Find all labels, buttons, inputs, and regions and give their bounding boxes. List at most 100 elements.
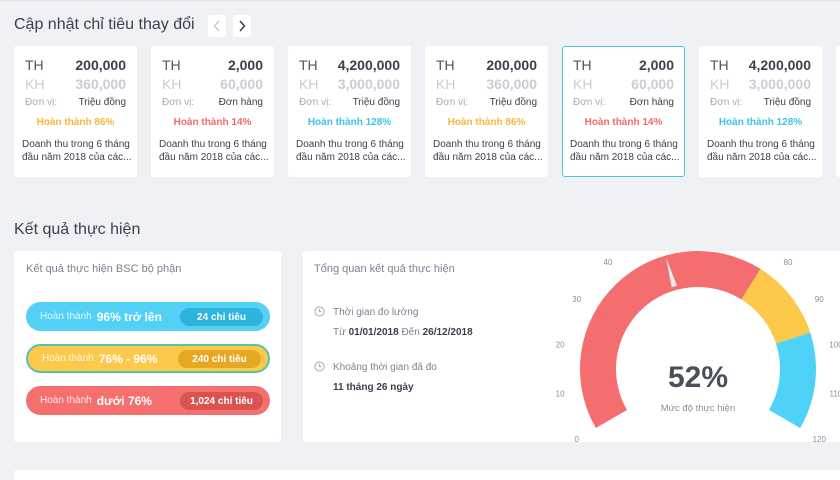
gauge-tick-label: 0 xyxy=(575,435,580,442)
kpi-plan-label: KH xyxy=(299,76,319,92)
gauge-tick-label: 90 xyxy=(815,295,824,304)
kpi-card[interactable]: TH 200,000 KH 360,000 Đơn vị: Triệu đồng… xyxy=(425,46,548,177)
to-prefix: Đến xyxy=(401,327,420,338)
next-button[interactable] xyxy=(233,15,251,37)
kpi-actual-value: 200,000 xyxy=(486,57,537,73)
pill-label: Hoàn thành xyxy=(40,395,92,406)
kpi-description: Doanh thu trong 6 tháng đầu năm 2018 của… xyxy=(433,139,543,163)
kpi-plan-row: KH 3,000,000 xyxy=(299,76,400,95)
measure-period-label: Thời gian đo lường xyxy=(333,307,419,318)
status-pill-medium[interactable]: Hoàn thành 76% - 96% 240 chỉ tiêu xyxy=(26,344,270,373)
kpi-actual-row: TH 2,000 xyxy=(162,57,263,76)
chevron-right-icon xyxy=(239,20,246,32)
kpi-unit-value: Triệu đồng xyxy=(763,97,811,108)
status-pill-high[interactable]: Hoàn thành 96% trở lên 24 chỉ tiêu xyxy=(26,302,270,331)
kpi-plan-label: KH xyxy=(710,76,730,92)
bsc-panel-title: Kết quả thực hiện BSC bộ phận xyxy=(26,263,182,275)
kpi-card-list: TH 200,000 KH 360,000 Đơn vị: Triệu đồng… xyxy=(14,46,840,178)
kpi-plan-value: 3,000,000 xyxy=(337,76,400,92)
pill-count-badge: 240 chỉ tiêu xyxy=(178,350,261,368)
kpi-unit-value: Triệu đồng xyxy=(489,97,537,108)
kpi-card[interactable]: TH 4,200,000 KH 3,000,000 Đơn vị: Triệu … xyxy=(288,46,411,177)
kpi-actual-label: TH xyxy=(162,57,181,73)
kpi-plan-label: KH xyxy=(573,76,593,92)
overview-panel: Tổng quan kết quả thực hiện Thời gian đo… xyxy=(303,251,840,442)
kpi-unit-row: Đơn vị: Triệu đồng xyxy=(299,97,400,113)
overview-panel-title: Tổng quan kết quả thực hiện xyxy=(314,263,455,275)
kpi-unit-label: Đơn vị: xyxy=(436,97,469,108)
prev-button[interactable] xyxy=(208,15,226,37)
kpi-unit-label: Đơn vị: xyxy=(299,97,332,108)
kpi-card[interactable]: TH 2,000 KH 60,000 Đơn vị: Đơn hàng Hoàn… xyxy=(151,46,274,177)
gauge-tick-label: 40 xyxy=(604,258,613,267)
bsc-results-panel: Kết quả thực hiện BSC bộ phận Hoàn thành… xyxy=(14,251,281,442)
kpi-plan-row: KH 3,000,000 xyxy=(710,76,811,95)
kpi-actual-label: TH xyxy=(25,57,44,73)
kpi-plan-value: 360,000 xyxy=(486,76,537,92)
kpi-actual-label: TH xyxy=(299,57,318,73)
from-date: 01/01/2018 xyxy=(348,327,399,338)
kpi-unit-row: Đơn vị: Triệu đồng xyxy=(436,97,537,113)
kpi-actual-row: TH 2,000 xyxy=(573,57,674,76)
gauge-needle xyxy=(666,259,678,288)
kpi-plan-row: KH 360,000 xyxy=(436,76,537,95)
kpi-plan-value: 60,000 xyxy=(631,76,674,92)
gauge-tick-label: 30 xyxy=(572,295,581,304)
kpi-actual-label: TH xyxy=(436,57,455,73)
kpi-description: Doanh thu trong 6 tháng đầu năm 2018 của… xyxy=(22,139,132,163)
from-prefix: Từ xyxy=(333,327,346,338)
kpi-actual-value: 2,000 xyxy=(227,57,263,73)
pill-range: 76% - 96% xyxy=(98,351,158,366)
gauge-value-text: 52% xyxy=(668,361,728,394)
kpi-status-text: Hoàn thành 86% xyxy=(36,117,115,128)
kpi-unit-row: Đơn vị: Triệu đồng xyxy=(710,97,811,113)
kpi-actual-label: TH xyxy=(710,57,729,73)
kpi-unit-label: Đơn vị: xyxy=(25,97,58,108)
next-section-panel xyxy=(14,470,840,480)
kpi-card[interactable]: TH 4,200,000 KH 3,000,000 Đơn vị: Triệu … xyxy=(699,46,822,177)
kpi-description: Doanh thu trong 6 tháng đầu năm 2018 của… xyxy=(159,139,269,163)
kpi-actual-value: 4,200,000 xyxy=(748,57,811,73)
top-divider xyxy=(0,0,840,1)
kpi-plan-value: 60,000 xyxy=(220,76,263,92)
kpi-actual-row: TH 200,000 xyxy=(25,57,126,76)
kpi-actual-row: TH 4,200,000 xyxy=(710,57,811,76)
gauge-tick-label: 80 xyxy=(784,258,793,267)
pill-label: Hoàn thành xyxy=(42,353,94,364)
kpi-unit-value: Đơn hàng xyxy=(218,97,263,108)
kpi-plan-label: KH xyxy=(162,76,182,92)
pill-count-badge: 24 chỉ tiêu xyxy=(180,308,263,326)
elapsed-time-value: 11 tháng 26 ngày xyxy=(333,382,414,393)
measure-period-value: Từ 01/01/2018 Đến 26/12/2018 xyxy=(333,327,473,338)
kpi-actual-row: TH 4,200,000 xyxy=(299,57,400,76)
pill-count-badge: 1,024 chỉ tiêu xyxy=(180,392,263,410)
kpi-card-partial[interactable] xyxy=(836,46,840,177)
kpi-description: Doanh thu trong 6 tháng đầu năm 2018 của… xyxy=(570,139,680,163)
kpi-plan-value: 360,000 xyxy=(75,76,126,92)
kpi-description: Doanh thu trong 6 tháng đầu năm 2018 của… xyxy=(707,139,817,163)
kpi-unit-value: Đơn hàng xyxy=(629,97,674,108)
kpi-unit-label: Đơn vị: xyxy=(710,97,743,108)
status-pill-low[interactable]: Hoàn thành dưới 76% 1,024 chỉ tiêu xyxy=(26,386,270,415)
kpi-status-text: Hoàn thành 14% xyxy=(173,117,252,128)
kpi-card[interactable]: TH 200,000 KH 360,000 Đơn vị: Triệu đồng… xyxy=(14,46,137,177)
kpi-actual-value: 200,000 xyxy=(75,57,126,73)
kpi-status-text: Hoàn thành 128% xyxy=(718,117,803,128)
kpi-plan-row: KH 60,000 xyxy=(573,76,674,95)
kpi-actual-value: 2,000 xyxy=(638,57,674,73)
clock-icon xyxy=(314,361,325,372)
kpi-description: Doanh thu trong 6 tháng đầu năm 2018 của… xyxy=(296,139,406,163)
gauge-band-0 xyxy=(580,251,761,428)
pill-range: 96% trở lên xyxy=(96,309,162,324)
kpi-unit-row: Đơn vị: Triệu đồng xyxy=(25,97,126,113)
gauge-tick-label: 110 xyxy=(829,389,840,398)
gauge-tick-label: 20 xyxy=(556,341,565,350)
kpi-plan-label: KH xyxy=(25,76,45,92)
gauge-caption: Mức độ thực hiện xyxy=(661,403,736,414)
gauge-tick-label: 120 xyxy=(813,435,827,442)
kpi-status-text: Hoàn thành 128% xyxy=(307,117,392,128)
kpi-card[interactable]: TH 2,000 KH 60,000 Đơn vị: Đơn hàng Hoàn… xyxy=(562,46,685,177)
kpi-unit-value: Triệu đồng xyxy=(78,97,126,108)
kpi-plan-label: KH xyxy=(436,76,456,92)
pill-range: dưới 76% xyxy=(96,393,152,408)
